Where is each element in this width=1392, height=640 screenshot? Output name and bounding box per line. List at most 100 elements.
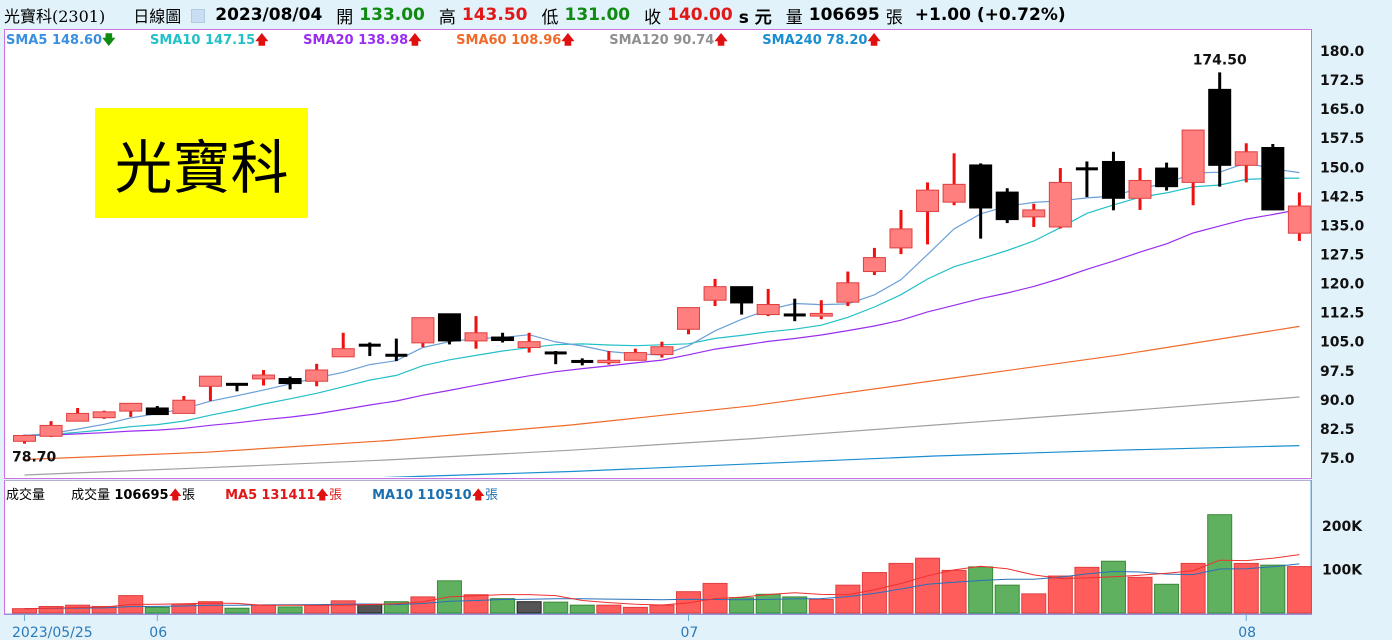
- volume-ma10-line: [24, 563, 1300, 610]
- volume-bar: [861, 572, 887, 614]
- candle-body: [730, 286, 754, 304]
- candle-body: [597, 359, 621, 364]
- legend-sma20: SMA20 138.98🡅: [303, 33, 422, 48]
- candle-body: [13, 434, 36, 442]
- volume-bar: [277, 606, 303, 614]
- candle-body: [437, 313, 461, 342]
- period-label[interactable]: 日線圖: [133, 7, 182, 26]
- legend-label: SMA10: [150, 33, 201, 48]
- price-axis-tick: 127.5: [1320, 247, 1364, 263]
- volume-legend: 成交量 成交量 106695🡅張 MA5 131411🡅張 MA10 11051…: [6, 484, 498, 508]
- volume-axis-tick: 200K: [1322, 519, 1363, 535]
- volume-bar: [569, 604, 595, 614]
- legend-value: 90.74: [673, 33, 715, 48]
- legend-sma5: SMA5 148.60🡇: [6, 33, 115, 48]
- candle-body: [1287, 205, 1311, 234]
- volume-bar: [251, 604, 277, 614]
- volume-bar: [835, 584, 861, 614]
- candle-body: [862, 257, 886, 273]
- date-axis-label: 2023/05/25: [12, 625, 93, 640]
- arrow-up-icon: 🡅: [168, 488, 182, 503]
- legend-label: MA10: [372, 488, 414, 503]
- legend-value: 148.60: [51, 33, 103, 48]
- candle-body: [969, 164, 993, 209]
- arrow-up-icon: 🡅: [315, 488, 329, 503]
- stock-name-banner: 光寶科: [95, 108, 308, 218]
- price-axis-tick: 180.0: [1320, 44, 1365, 60]
- date: 2023/08/04: [215, 5, 323, 25]
- date-axis-label: 08: [1238, 625, 1256, 640]
- ma-legend: SMA5 148.60🡇 SMA10 147.15🡅 SMA20 138.98🡅…: [6, 31, 911, 53]
- candle-body: [1101, 160, 1125, 199]
- quote-header: 光寶科(2301) 日線圖 2023/08/04 開 133.00 高 143.…: [0, 0, 1392, 30]
- candle-body: [198, 375, 222, 387]
- date-axis-label: 07: [681, 625, 699, 640]
- arrow-up-icon: 🡅: [255, 33, 269, 48]
- candle-body: [1155, 167, 1179, 188]
- volume-bar: [65, 604, 91, 614]
- legend-value: 147.15: [205, 33, 256, 48]
- candle-body: [916, 189, 940, 212]
- price-axis-tick: 112.5: [1320, 306, 1364, 322]
- volume-legend-value: 成交量 106695🡅張: [71, 488, 195, 503]
- price-axis-tick: 135.0: [1320, 218, 1365, 234]
- volume-bar: [622, 606, 648, 614]
- arrow-up-icon: 🡅: [714, 33, 728, 48]
- candle-body: [305, 369, 329, 382]
- volume-bar: [1047, 575, 1073, 614]
- candle-body: [145, 407, 169, 416]
- legend-unit: 張: [485, 488, 499, 503]
- legend-label: SMA5: [6, 33, 48, 48]
- legend-value: 110510: [417, 488, 472, 503]
- arrow-up-icon: 🡅: [471, 488, 486, 503]
- price-axis-tick: 97.5: [1320, 364, 1355, 380]
- candle-body: [703, 286, 727, 301]
- close-value: 140.00: [667, 5, 733, 25]
- volume-bar: [941, 569, 967, 614]
- legend-sma10: SMA10 147.15🡅: [150, 33, 269, 48]
- symbol-name[interactable]: 光寶科(2301): [4, 7, 106, 26]
- period-dropdown-icon[interactable]: [191, 9, 206, 23]
- volume-bar: [463, 594, 489, 614]
- arrow-up-icon: 🡅: [561, 33, 575, 48]
- volume-bar: [1127, 576, 1153, 614]
- volume-bar: [383, 601, 409, 614]
- close-label: 收: [644, 7, 662, 28]
- high-price-annotation: 174.50: [1193, 52, 1247, 68]
- price-chart-panel[interactable]: [4, 29, 1312, 479]
- legend-value: 106695: [114, 488, 169, 503]
- legend-sma120: SMA120 90.74🡅: [609, 33, 728, 48]
- legend-label: SMA240: [762, 33, 822, 48]
- volume-bar: [782, 596, 808, 614]
- candle-body: [677, 307, 700, 330]
- price-axis-tick: 157.5: [1320, 131, 1364, 147]
- candle-body: [1261, 147, 1285, 211]
- volume-bar: [410, 596, 436, 614]
- date-axis-label: 06: [149, 625, 167, 640]
- candle-body: [119, 402, 143, 412]
- volume-ma10-legend: MA10 110510🡅張: [372, 488, 498, 503]
- volume-bar: [649, 604, 675, 614]
- volume-bar: [12, 608, 37, 614]
- volume-bar: [808, 599, 834, 614]
- candle-body: [172, 399, 196, 414]
- legend-sma60: SMA60 108.96🡅: [456, 33, 575, 48]
- price-axis-tick: 90.0: [1320, 393, 1355, 409]
- legend-label: 成交量: [71, 488, 111, 503]
- volume-bar: [197, 601, 223, 614]
- volume-ma5-legend: MA5 131411🡅張: [225, 488, 342, 503]
- volume-unit: 張: [885, 7, 903, 28]
- candle-body: [1048, 181, 1072, 228]
- candle-body: [783, 313, 806, 317]
- volume-bar: [729, 597, 755, 614]
- volume-bar: [1233, 562, 1259, 614]
- candle-body: [225, 382, 248, 386]
- volume-bar: [543, 601, 569, 614]
- legend-unit: 張: [181, 488, 195, 503]
- volume-title: 成交量: [6, 488, 46, 503]
- candle-body: [66, 412, 90, 422]
- arrow-down-icon: 🡇: [102, 33, 116, 48]
- volume-bar: [1021, 593, 1047, 614]
- volume-bar: [1286, 566, 1312, 614]
